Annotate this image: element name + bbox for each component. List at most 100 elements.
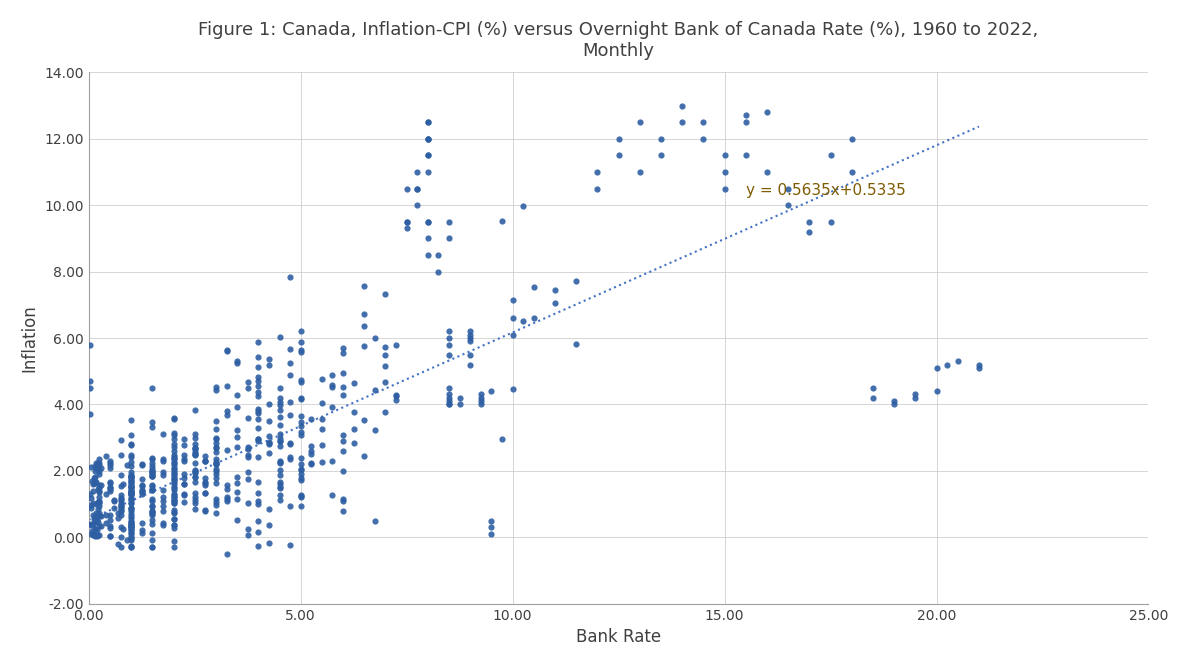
Point bbox=[736, 150, 755, 161]
Point bbox=[96, 510, 115, 520]
Point bbox=[313, 374, 332, 384]
Point bbox=[313, 398, 332, 408]
Point bbox=[164, 475, 183, 486]
Point bbox=[109, 508, 128, 518]
Point bbox=[906, 392, 925, 403]
Point bbox=[397, 223, 416, 233]
Point bbox=[249, 434, 268, 444]
Point bbox=[249, 436, 268, 447]
Point bbox=[84, 519, 103, 530]
Point bbox=[100, 460, 119, 470]
Point bbox=[164, 446, 183, 457]
Point bbox=[83, 510, 102, 520]
Point bbox=[344, 424, 363, 435]
Point bbox=[822, 150, 841, 161]
Point bbox=[132, 480, 151, 490]
Point bbox=[419, 216, 438, 227]
Point bbox=[736, 117, 755, 127]
Point bbox=[111, 470, 130, 480]
Point bbox=[121, 471, 140, 482]
Point bbox=[302, 414, 321, 424]
Point bbox=[121, 518, 140, 529]
Point bbox=[185, 449, 205, 460]
Point bbox=[207, 447, 226, 458]
Point bbox=[461, 336, 480, 347]
Point bbox=[164, 463, 183, 474]
Point bbox=[408, 183, 427, 194]
Point bbox=[164, 508, 183, 518]
Point bbox=[779, 200, 798, 211]
Point bbox=[291, 490, 310, 501]
Point bbox=[587, 167, 606, 177]
Point bbox=[164, 413, 183, 424]
Point bbox=[100, 477, 119, 488]
Point bbox=[164, 452, 183, 463]
Point bbox=[609, 150, 628, 161]
Point bbox=[100, 478, 119, 488]
Point bbox=[344, 378, 363, 388]
Point bbox=[175, 450, 194, 460]
Point bbox=[291, 325, 310, 336]
Point bbox=[291, 417, 310, 428]
Point bbox=[334, 390, 353, 400]
Point bbox=[207, 478, 226, 489]
Point bbox=[514, 316, 533, 327]
Point bbox=[291, 474, 310, 485]
Point bbox=[143, 528, 162, 538]
Point bbox=[218, 480, 237, 490]
Point bbox=[408, 167, 427, 177]
Point bbox=[100, 456, 119, 467]
Point bbox=[354, 451, 373, 462]
Point bbox=[440, 399, 459, 410]
Point bbox=[323, 456, 342, 466]
Point bbox=[207, 443, 226, 454]
Point bbox=[143, 468, 162, 478]
Point bbox=[715, 183, 734, 194]
Point bbox=[218, 444, 237, 455]
Point bbox=[249, 352, 268, 363]
Point bbox=[132, 489, 151, 500]
Point bbox=[440, 350, 459, 360]
Point bbox=[207, 500, 226, 510]
Point bbox=[121, 467, 140, 478]
Point bbox=[90, 480, 109, 491]
Point bbox=[259, 520, 278, 530]
Point bbox=[164, 457, 183, 468]
Point bbox=[143, 508, 162, 519]
Point bbox=[87, 476, 106, 487]
Point bbox=[270, 477, 289, 488]
Point bbox=[175, 489, 194, 500]
Point bbox=[100, 515, 119, 526]
Point bbox=[143, 508, 162, 518]
Point bbox=[90, 508, 109, 518]
Point bbox=[164, 490, 183, 501]
Point bbox=[259, 360, 278, 371]
Point bbox=[715, 150, 734, 161]
Point bbox=[291, 430, 310, 441]
Point bbox=[419, 133, 438, 144]
Point bbox=[323, 490, 342, 500]
Point bbox=[291, 377, 310, 388]
Point bbox=[143, 484, 162, 494]
Point bbox=[90, 510, 109, 520]
Point bbox=[227, 356, 246, 366]
Point bbox=[365, 424, 384, 435]
Point bbox=[121, 414, 140, 425]
Point bbox=[143, 382, 162, 393]
Point bbox=[185, 477, 205, 488]
Point bbox=[587, 183, 606, 194]
Point bbox=[132, 486, 151, 496]
Point bbox=[461, 333, 480, 344]
Point bbox=[249, 452, 268, 462]
Point bbox=[185, 458, 205, 468]
Point bbox=[153, 505, 172, 516]
Point bbox=[365, 516, 384, 526]
Point bbox=[291, 411, 310, 422]
Point bbox=[164, 442, 183, 453]
Point bbox=[715, 167, 734, 177]
Point bbox=[143, 542, 162, 553]
Point bbox=[175, 490, 194, 500]
Point bbox=[249, 362, 268, 373]
Point bbox=[281, 439, 300, 450]
Point bbox=[121, 504, 140, 514]
